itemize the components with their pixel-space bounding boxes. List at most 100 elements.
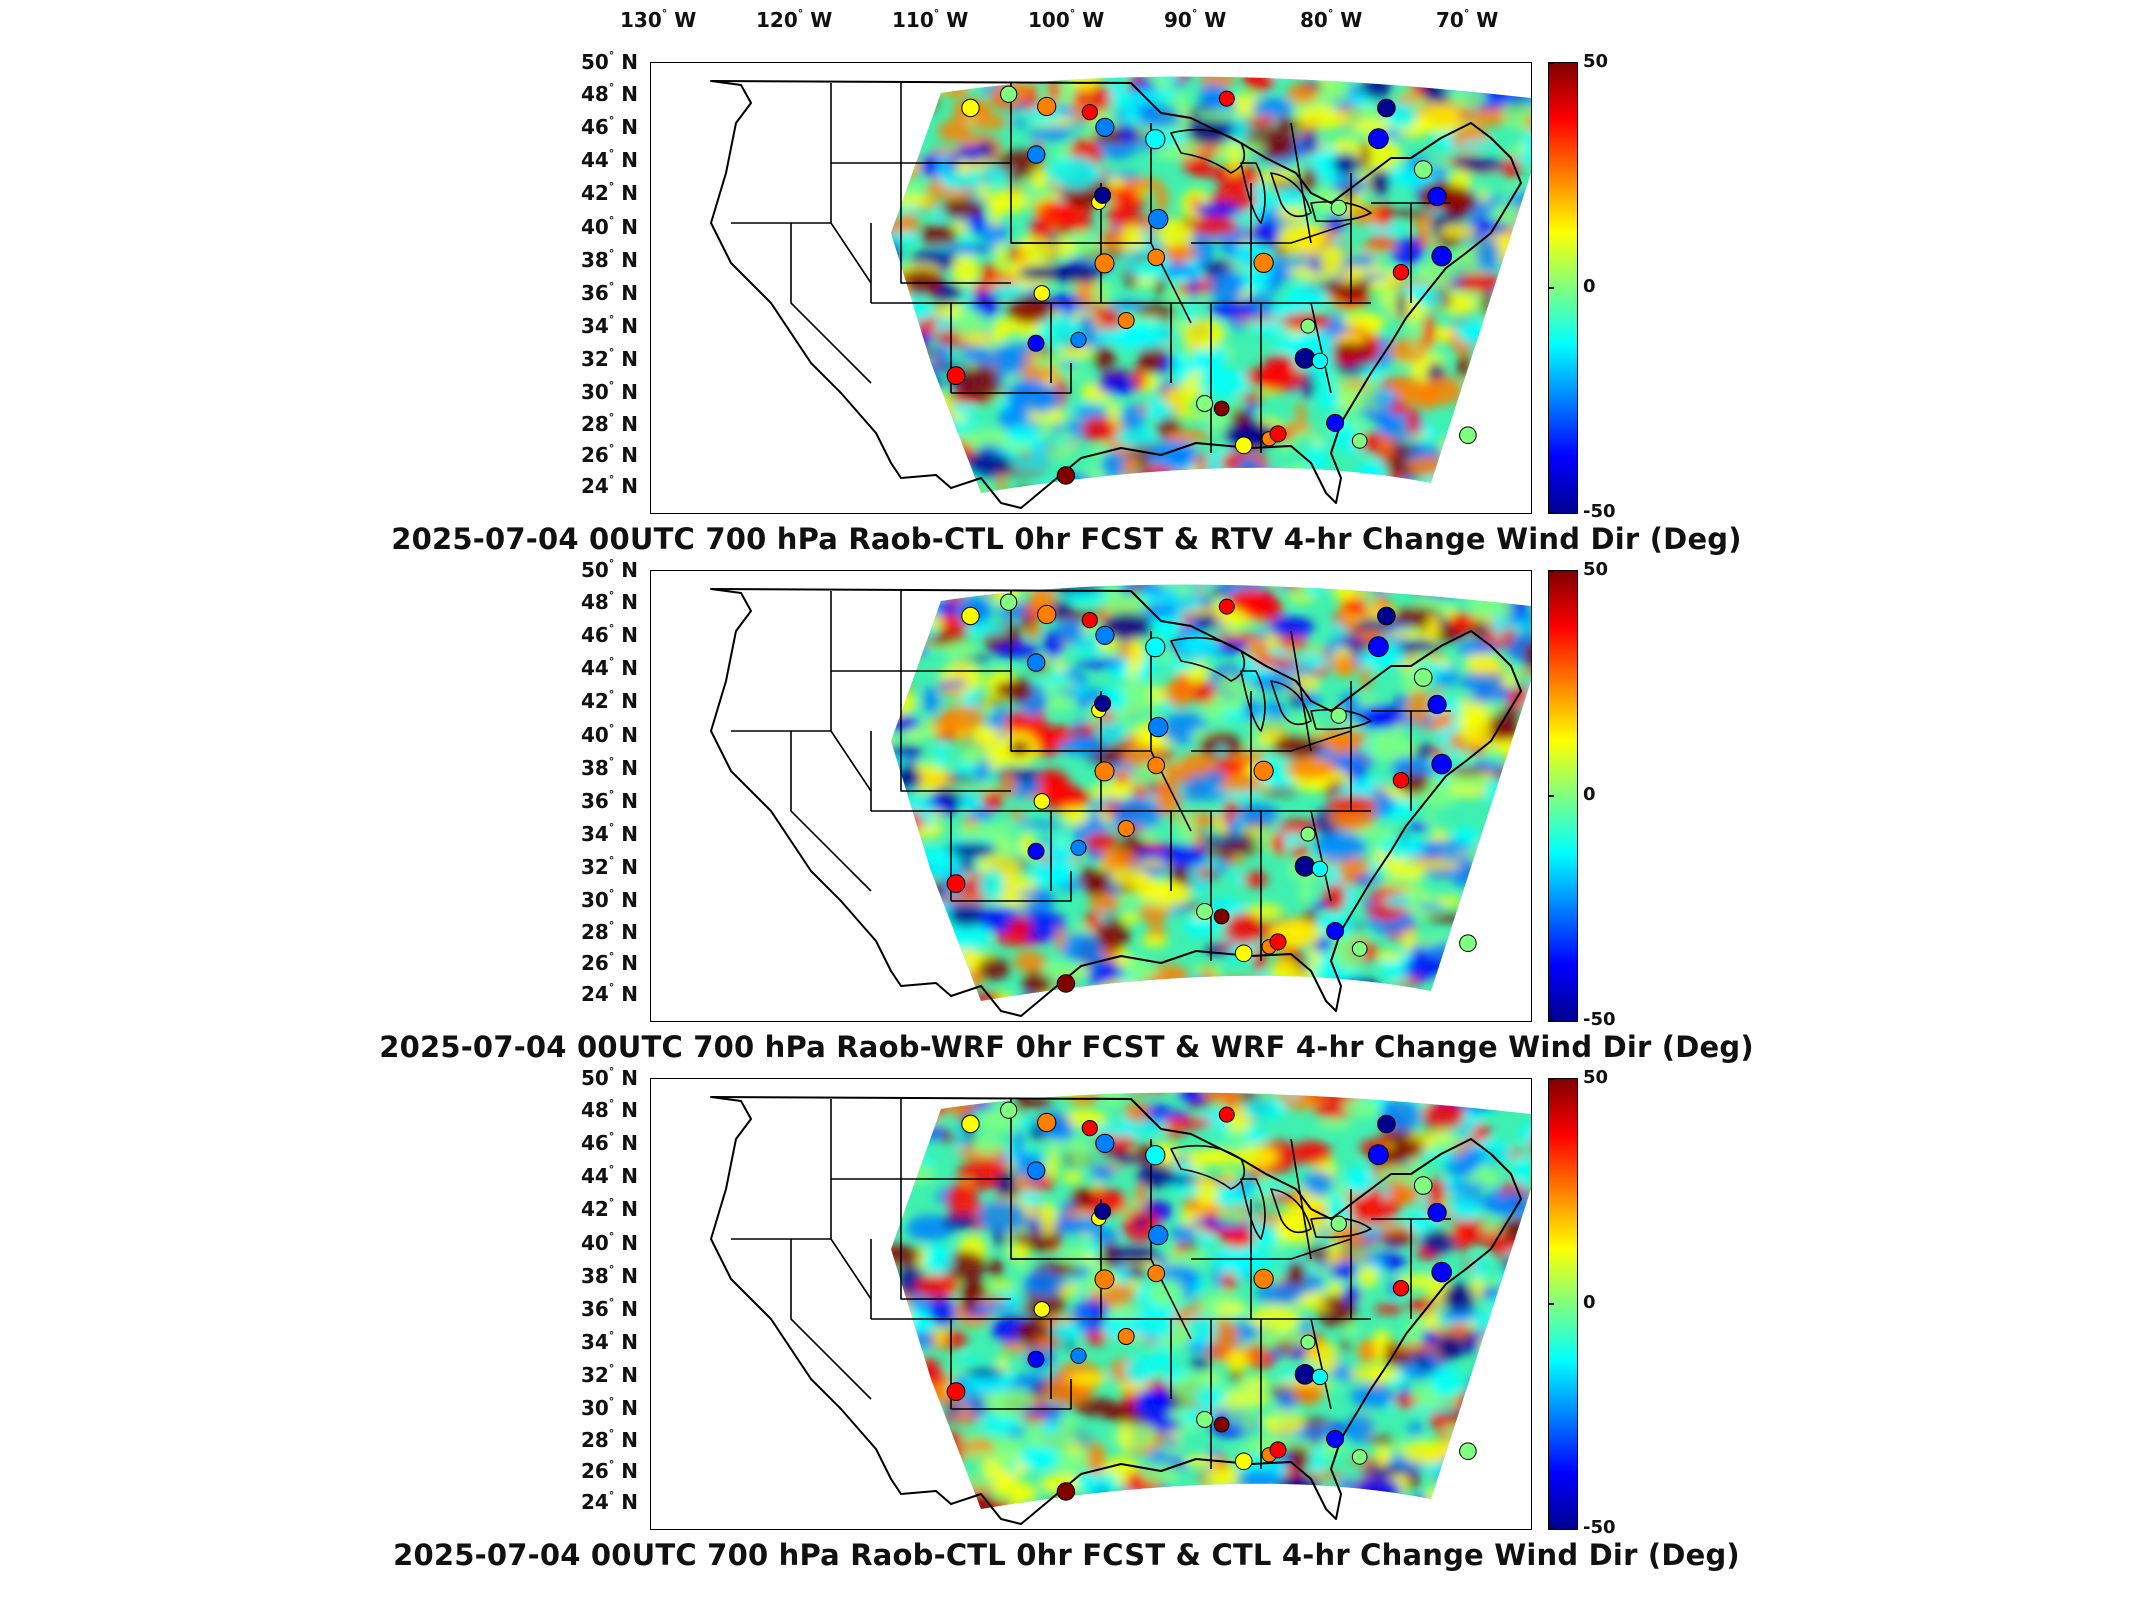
- colorbar-tickmark: [1548, 570, 1554, 572]
- raob-station-marker: [1368, 1144, 1389, 1166]
- raob-station-marker: [1027, 1161, 1046, 1180]
- lat-label-40: 40° N: [580, 1230, 638, 1255]
- raob-station-marker: [1056, 974, 1076, 993]
- colorbar-max-label: 50: [1583, 559, 1609, 580]
- colorbar-max-label: 50: [1583, 1067, 1609, 1088]
- raob-station-marker: [1037, 604, 1057, 625]
- wind-direction-field: [891, 76, 1531, 494]
- lat-label-28: 28° N: [580, 1427, 638, 1452]
- lat-label-26: 26° N: [580, 442, 638, 467]
- raob-station-marker: [1094, 1269, 1115, 1290]
- raob-station-marker: [1234, 944, 1253, 963]
- panel-title-1: 2025-07-04 00UTC 700 hPa Raob-CTL 0hr FC…: [391, 522, 1742, 556]
- lat-label-24: 24° N: [580, 1489, 638, 1514]
- raob-station-marker: [1311, 1368, 1329, 1386]
- state-boundaries: [710, 588, 1522, 1017]
- raob-station-marker: [1056, 1482, 1076, 1501]
- raob-station-marker: [1326, 921, 1345, 940]
- map-frame-3: [650, 1078, 1532, 1530]
- map-canvas: [710, 76, 1531, 509]
- raob-station-marker: [1148, 1224, 1169, 1246]
- raob-station-marker: [1413, 160, 1433, 179]
- lat-label-38: 38° N: [580, 755, 638, 780]
- raob-station-marker: [1459, 1442, 1477, 1461]
- raob-station-marker: [1027, 145, 1046, 164]
- colorbar-tickmark: [1548, 62, 1554, 64]
- raob-station-marker: [1117, 820, 1135, 837]
- lat-label-24: 24° N: [580, 473, 638, 498]
- raob-station-marker: [1413, 668, 1433, 687]
- raob-station-marker: [1070, 331, 1087, 348]
- raob-station-marker: [1037, 96, 1057, 117]
- raob-station-marker: [1330, 707, 1347, 724]
- raob-stations: [946, 593, 1477, 993]
- colorbar-2: [1548, 570, 1578, 1022]
- raob-station-marker: [1094, 253, 1115, 274]
- raob-station-marker: [1326, 413, 1345, 432]
- map-canvas: [710, 1092, 1531, 1525]
- raob-station-marker: [1234, 436, 1253, 455]
- raob-station-marker: [946, 366, 966, 386]
- lat-label-46: 46° N: [580, 114, 638, 139]
- lon-label-110: 110° W: [892, 7, 969, 32]
- raob-station-marker: [1213, 400, 1230, 417]
- lat-label-44: 44° N: [580, 1163, 638, 1188]
- raob-station-marker: [1392, 772, 1410, 789]
- raob-station-marker: [1300, 318, 1316, 334]
- raob-station-marker: [1081, 612, 1098, 629]
- lat-label-26: 26° N: [580, 1458, 638, 1483]
- lon-label-100: 100° W: [1028, 7, 1105, 32]
- lat-label-30: 30° N: [580, 1395, 638, 1420]
- raob-station-marker: [1431, 753, 1453, 775]
- colorbar-max-label: 50: [1583, 51, 1609, 72]
- lat-label-48: 48° N: [580, 589, 638, 614]
- colorbar-tickmark: [1548, 1303, 1554, 1305]
- lat-label-36: 36° N: [580, 788, 638, 813]
- raob-station-marker: [1145, 129, 1166, 150]
- raob-station-marker: [1253, 252, 1274, 273]
- raob-station-marker: [1000, 85, 1018, 103]
- raob-station-marker: [1311, 352, 1329, 370]
- lat-label-30: 30° N: [580, 887, 638, 912]
- raob-station-marker: [1033, 285, 1051, 302]
- lat-label-44: 44° N: [580, 147, 638, 172]
- panel-title-2: 2025-07-04 00UTC 700 hPa Raob-WRF 0hr FC…: [379, 1030, 1754, 1064]
- lat-label-44: 44° N: [580, 655, 638, 680]
- lat-label-38: 38° N: [580, 247, 638, 272]
- colorbar-tickmark: [1548, 1528, 1554, 1530]
- map-frame-2: [650, 570, 1532, 1022]
- lat-label-42: 42° N: [580, 180, 638, 205]
- lat-label-28: 28° N: [580, 919, 638, 944]
- raob-station-marker: [1300, 826, 1316, 842]
- lat-label-24: 24° N: [580, 981, 638, 1006]
- raob-station-marker: [1070, 1347, 1087, 1364]
- raob-station-marker: [1094, 761, 1115, 782]
- lat-label-32: 32° N: [580, 346, 638, 371]
- raob-station-marker: [1377, 98, 1396, 118]
- raob-station-marker: [1218, 598, 1235, 615]
- colorbar-min-label: -50: [1583, 1517, 1616, 1538]
- raob-station-marker: [1070, 839, 1087, 856]
- lon-label-90: 90° W: [1164, 7, 1227, 32]
- lat-label-28: 28° N: [580, 411, 638, 436]
- lat-label-26: 26° N: [580, 950, 638, 975]
- colorbar-min-label: -50: [1583, 501, 1616, 522]
- raob-station-marker: [1147, 756, 1166, 775]
- raob-station-marker: [1253, 760, 1274, 781]
- lat-label-46: 46° N: [580, 622, 638, 647]
- lat-label-42: 42° N: [580, 688, 638, 713]
- raob-station-marker: [1095, 117, 1115, 137]
- lat-label-42: 42° N: [580, 1196, 638, 1221]
- raob-station-marker: [1094, 186, 1112, 204]
- raob-station-marker: [1431, 245, 1453, 267]
- raob-station-marker: [1269, 1441, 1287, 1459]
- wind-direction-field: [891, 1092, 1531, 1510]
- raob-station-marker: [1027, 653, 1046, 672]
- raob-station-marker: [1148, 208, 1169, 230]
- raob-station-marker: [961, 1114, 980, 1134]
- lat-label-32: 32° N: [580, 1362, 638, 1387]
- colorbar-mid-label: 0: [1583, 1292, 1596, 1313]
- lat-label-38: 38° N: [580, 1263, 638, 1288]
- state-boundaries: [710, 80, 1522, 509]
- raob-station-marker: [1300, 1334, 1316, 1350]
